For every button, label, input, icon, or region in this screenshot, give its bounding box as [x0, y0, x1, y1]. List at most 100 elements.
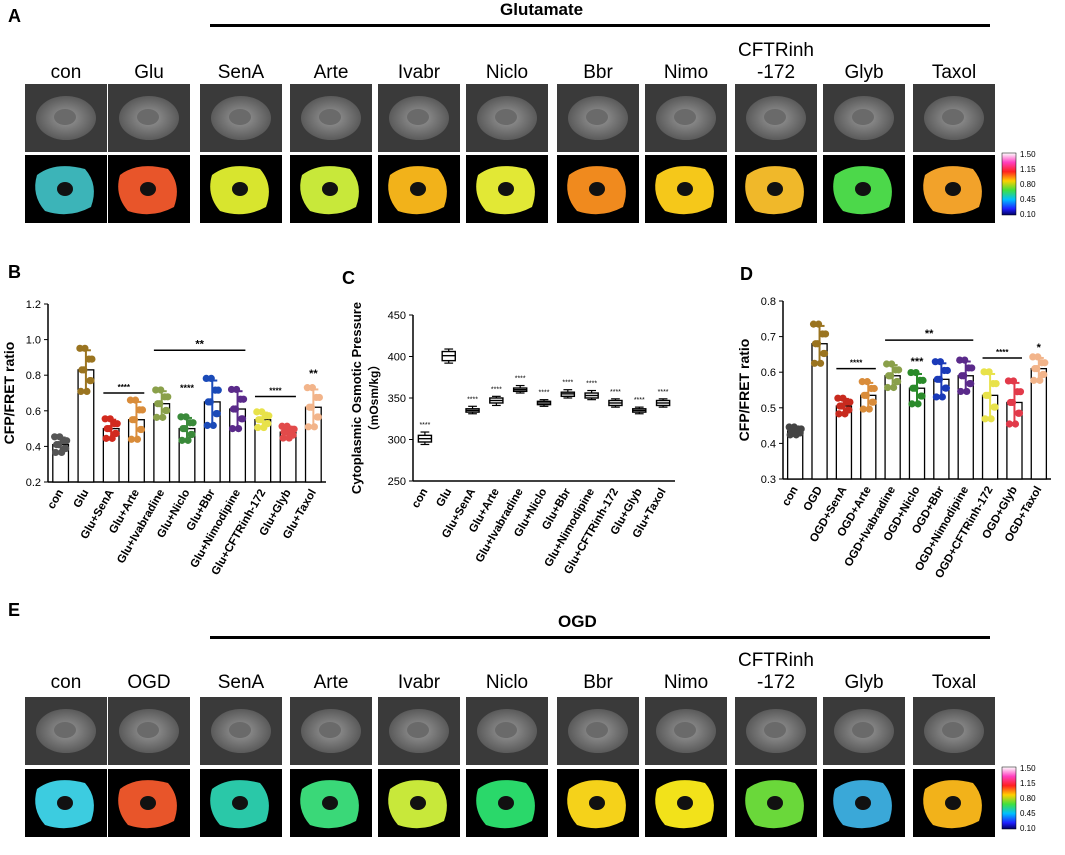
data-point-9 — [280, 428, 288, 436]
panel-e-gray-image-4 — [378, 697, 460, 765]
data-point-3 — [131, 396, 140, 404]
panel-a-ratio-image-8 — [735, 155, 817, 223]
panel-a-label-0: con — [50, 62, 82, 83]
colorbar-tick-0: 1.50 — [1020, 765, 1036, 773]
data-point-2 — [839, 394, 847, 402]
panel-a-title: Glutamate — [500, 0, 584, 19]
panel-a-colorbar: 1.50 1.15 0.80 0.45 0.10 — [1001, 151, 1036, 219]
data-point-10 — [305, 403, 313, 411]
data-point-6 — [204, 398, 212, 406]
data-point-2 — [836, 402, 844, 410]
panel-e-gray-image-7 — [645, 697, 727, 765]
panel-e-label-7: Nimo — [663, 672, 709, 693]
data-point-6 — [938, 393, 946, 401]
data-point-1 — [85, 355, 93, 363]
panel-a-ratio-image-6 — [557, 155, 639, 223]
colorbar-tick-1: 1.15 — [1020, 165, 1036, 174]
panel-e-label-6: Bbr — [583, 672, 613, 693]
data-point-3 — [859, 405, 867, 413]
panel-a-gray-image-0 — [25, 84, 107, 152]
panel-a-gray-image-7 — [645, 84, 727, 152]
y-tick-label: 0.6 — [26, 406, 41, 418]
data-point-1 — [816, 359, 825, 367]
panel-a-gray-image-2 — [200, 84, 282, 152]
data-point-10 — [314, 413, 322, 421]
data-point-6 — [940, 366, 948, 375]
data-point-4 — [153, 413, 161, 421]
data-point-6 — [942, 384, 950, 392]
panel-e-label-1: OGD — [127, 672, 171, 693]
y-tick-label: 250 — [388, 476, 406, 488]
data-point-8 — [255, 416, 263, 424]
significance-label-3: **** — [491, 386, 502, 393]
y-tick-label: 0.4 — [761, 438, 776, 450]
x-tick-label-0: con — [410, 487, 431, 511]
panel-e-ratio-image-8 — [735, 769, 817, 837]
panel-e-ratio-image-9 — [823, 769, 905, 837]
panel-e-label-8: CFTRinh -172 — [737, 650, 814, 693]
data-point-8 — [991, 403, 999, 411]
significance-label-4: * — [1037, 342, 1042, 354]
data-point-5 — [914, 400, 922, 408]
data-point-6 — [209, 421, 217, 429]
data-point-0 — [790, 423, 798, 431]
significance-label-5: **** — [539, 390, 550, 397]
data-point-4 — [884, 383, 892, 392]
data-point-9 — [278, 422, 286, 430]
data-point-3 — [127, 435, 136, 443]
data-point-2 — [112, 429, 120, 438]
data-point-4 — [157, 386, 165, 394]
data-point-1 — [81, 344, 89, 352]
significance-label-1: ** — [195, 338, 204, 350]
data-point-6 — [932, 393, 940, 401]
y-tick-label: 300 — [388, 435, 406, 447]
y-tick-label: 0.4 — [26, 441, 41, 453]
panel-e-gray-image-5 — [466, 697, 548, 765]
data-point-2 — [106, 415, 114, 423]
colorbar-tick-3: 0.45 — [1020, 195, 1036, 204]
y-tick-label: 350 — [388, 393, 406, 405]
colorbar-tick-3: 0.45 — [1020, 809, 1036, 818]
colorbar-tick-0: 1.50 — [1020, 151, 1036, 159]
data-point-4 — [892, 366, 900, 374]
significance-label-2: *** — [911, 356, 925, 368]
data-point-6 — [931, 358, 939, 366]
data-point-0 — [51, 433, 59, 441]
data-point-6 — [202, 374, 210, 383]
data-point-10 — [1030, 376, 1038, 384]
panel-e-label-9: Glyb — [844, 672, 884, 693]
panel-c-letter: C — [342, 268, 355, 288]
panel-a-label-8: CFTRinh -172 — [737, 40, 814, 83]
y-tick-label: 0.8 — [761, 296, 776, 308]
data-point-5 — [907, 368, 915, 377]
y-axis-label: Cytoplasmic Osmotic Pressure — [349, 302, 364, 494]
data-point-1 — [814, 320, 823, 328]
panel-a-ratio-image-10 — [913, 155, 995, 223]
y-tick-label: 1.0 — [26, 335, 41, 347]
panel-e-ratio-image-3 — [290, 769, 372, 837]
significance-label-3: **** — [996, 348, 1009, 357]
panel-a-gray-image-8 — [735, 84, 817, 152]
panel-a-ratio-image-4 — [378, 155, 460, 223]
colorbar-tick-4: 0.10 — [1020, 824, 1036, 833]
bar-10 — [1030, 367, 1048, 480]
significance-label-1: ** — [925, 328, 934, 340]
panel-a-label-7: Nimo — [663, 62, 709, 83]
panel-a-gray-image-10 — [913, 84, 995, 152]
panel-e-ratio-image-1 — [108, 769, 190, 837]
data-point-9 — [279, 434, 287, 442]
panel-a-ratio-image-2 — [200, 155, 282, 223]
panel-e-label-0: con — [50, 672, 82, 693]
data-point-8 — [980, 368, 988, 376]
data-point-3 — [863, 378, 871, 386]
data-point-7 — [229, 405, 238, 413]
data-point-5 — [186, 419, 194, 427]
data-point-3 — [128, 416, 137, 424]
panel-a-label-2: SenA — [217, 62, 265, 83]
data-point-8 — [258, 408, 266, 416]
significance-label-7: **** — [586, 381, 597, 388]
colorbar-tick-2: 0.80 — [1020, 794, 1036, 803]
data-point-4 — [163, 406, 171, 415]
data-point-7 — [228, 425, 237, 433]
